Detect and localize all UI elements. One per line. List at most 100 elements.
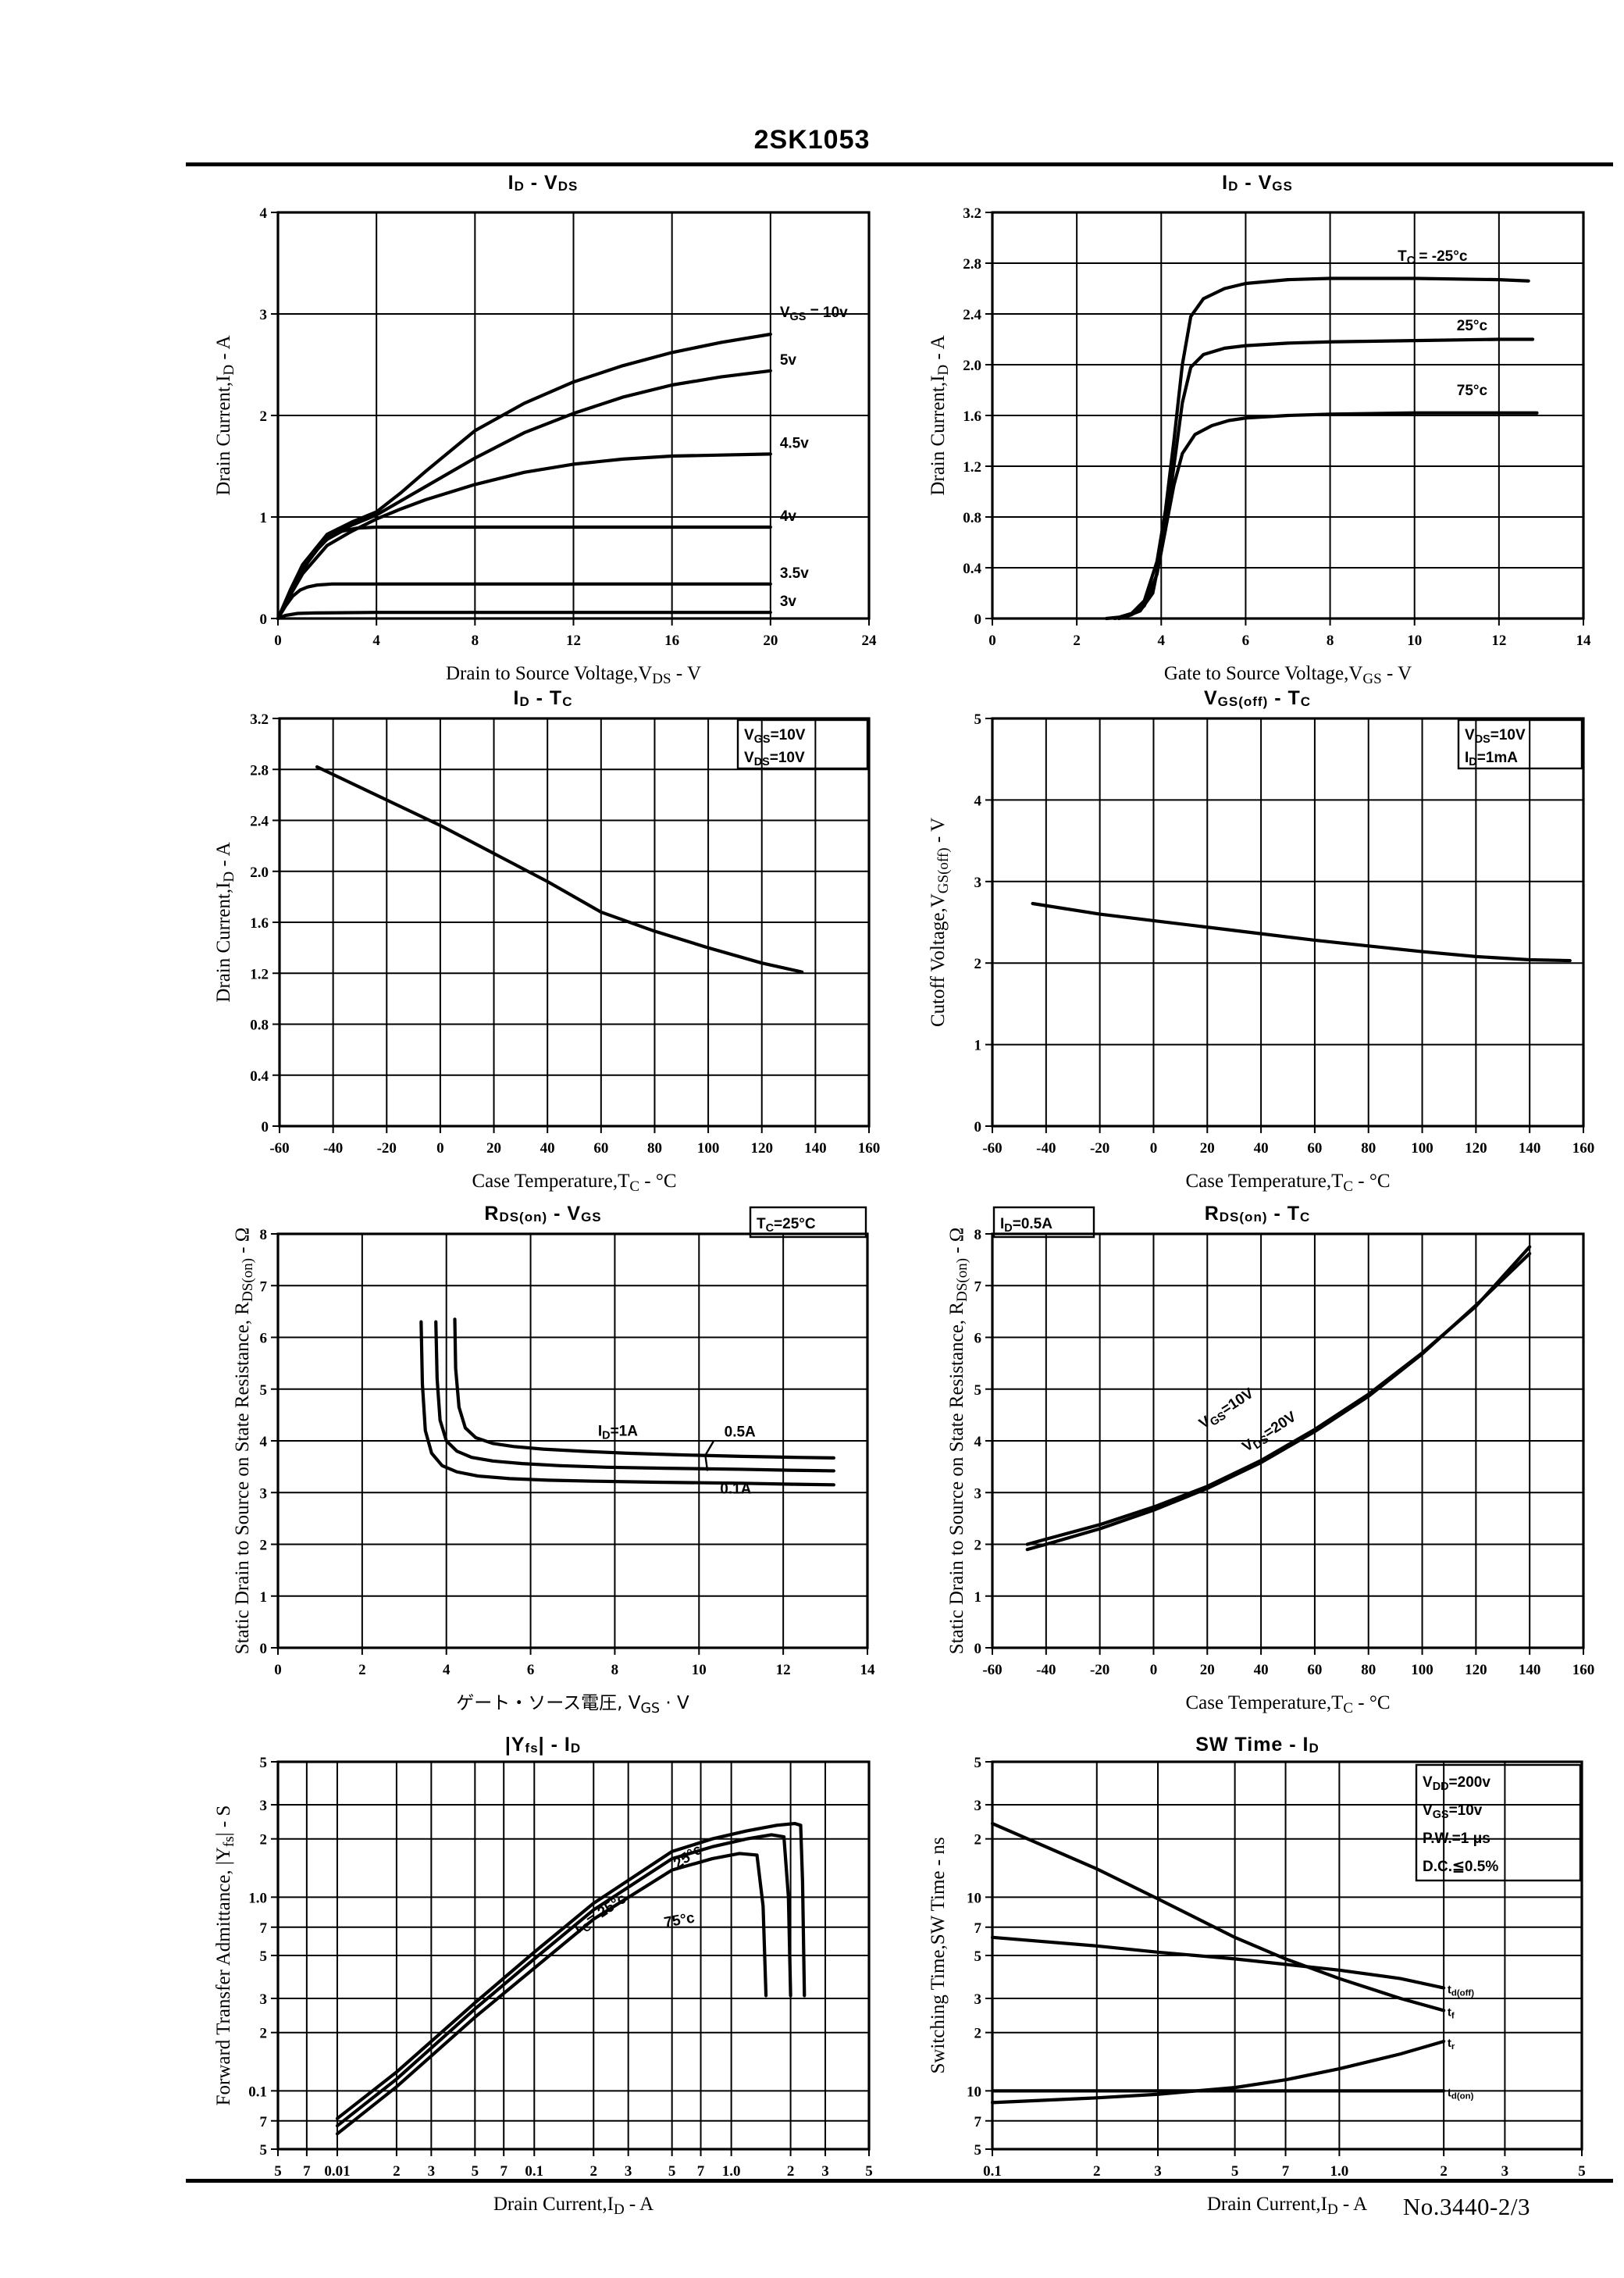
svg-text:25°c: 25°c xyxy=(1457,318,1488,334)
curve-id-vds-3-5v xyxy=(276,582,772,621)
svg-text:3: 3 xyxy=(974,1991,982,2008)
svg-text:40: 40 xyxy=(1254,1662,1269,1678)
svg-text:160: 160 xyxy=(1572,1662,1595,1678)
svg-text:140: 140 xyxy=(1519,1140,1541,1157)
chart-title-id-vgs: ID - VGS xyxy=(1222,172,1293,194)
chart-canvas-swtime-id: 0.1 2 3 5 7 1.0 2 3 5 5 7 10 2 3 5 7 10 2 3 5 Drain Current,… xyxy=(928,1755,1586,2218)
svg-text:3: 3 xyxy=(625,2163,632,2180)
svg-text:0: 0 xyxy=(974,1641,982,1657)
svg-text:1.6: 1.6 xyxy=(963,408,981,425)
chart-title-id-vds: ID - VDS xyxy=(508,172,579,194)
svg-text:Drain Current,ID - A: Drain Current,ID - A xyxy=(213,842,237,1002)
svg-text:40: 40 xyxy=(1254,1140,1269,1157)
svg-text:2.0: 2.0 xyxy=(963,358,981,374)
svg-text:TC=25°C: TC=25°C xyxy=(757,1216,816,1235)
svg-text:0.4: 0.4 xyxy=(250,1068,269,1085)
svg-text:7: 7 xyxy=(697,2163,705,2180)
svg-text:4: 4 xyxy=(260,1434,268,1450)
chart-title-rdson-tc: RDS(on) - TC xyxy=(1204,1203,1311,1225)
svg-text:14: 14 xyxy=(1576,633,1592,649)
svg-text:2: 2 xyxy=(1093,2163,1101,2180)
svg-text:Drain Current,ID - A: Drain Current,ID - A xyxy=(213,335,237,495)
svg-text:2: 2 xyxy=(358,1662,366,1678)
svg-text:2.8: 2.8 xyxy=(963,256,981,273)
svg-text:VGS = 10v: VGS = 10v xyxy=(780,305,848,323)
svg-text:40: 40 xyxy=(540,1140,555,1157)
svg-text:20: 20 xyxy=(763,633,778,649)
svg-text:1.0: 1.0 xyxy=(1330,2163,1349,2180)
curve-swtime-id-tf xyxy=(990,1821,1446,2012)
svg-text:0: 0 xyxy=(988,633,996,649)
svg-text:5: 5 xyxy=(865,2163,873,2180)
svg-text:12: 12 xyxy=(1491,633,1506,649)
svg-text:1: 1 xyxy=(260,510,268,526)
svg-text:0.8: 0.8 xyxy=(250,1018,269,1034)
svg-text:Switching Time,SW Time - ns: Switching Time,SW Time - ns xyxy=(928,1837,949,2073)
chart-title-rdson-vgs: RDS(on) - VGS xyxy=(484,1203,602,1225)
svg-text:10: 10 xyxy=(967,1890,981,1906)
svg-text:7: 7 xyxy=(974,1278,982,1295)
svg-text:6: 6 xyxy=(527,1662,535,1678)
svg-text:tf: tf xyxy=(1448,2005,1455,2020)
svg-text:160: 160 xyxy=(1572,1140,1595,1157)
svg-text:5: 5 xyxy=(260,1948,268,1965)
svg-text:5: 5 xyxy=(274,2163,282,2180)
svg-text:7: 7 xyxy=(974,2114,982,2130)
svg-text:8: 8 xyxy=(260,1227,268,1243)
curve-rdson-vgs-0-1a xyxy=(419,1320,835,1487)
svg-text:0.4: 0.4 xyxy=(963,561,981,577)
svg-text:0.8: 0.8 xyxy=(963,510,981,526)
svg-text:75°c: 75°c xyxy=(663,1909,696,1931)
svg-text:12: 12 xyxy=(776,1662,791,1678)
svg-text:0: 0 xyxy=(260,1641,268,1657)
curve-vgsoff-tc-vgs-off- xyxy=(1031,901,1572,963)
svg-text:5: 5 xyxy=(668,2163,676,2180)
svg-text:-40: -40 xyxy=(1036,1140,1056,1157)
svg-text:ID=1A: ID=1A xyxy=(598,1423,638,1442)
svg-text:6: 6 xyxy=(1242,633,1250,649)
svg-text:VDS=10V: VDS=10V xyxy=(1465,727,1526,746)
svg-text:-60: -60 xyxy=(269,1140,289,1157)
svg-text:3: 3 xyxy=(1154,2163,1162,2180)
svg-text:-40: -40 xyxy=(1036,1662,1056,1678)
svg-text:8: 8 xyxy=(611,1662,619,1678)
chart-id-tc: ID - TC -60 -40 -20 0 20 40 60 80 100 120 140 160 0 0.… xyxy=(186,687,900,1203)
svg-text:7: 7 xyxy=(303,2163,311,2180)
svg-text:Drain Current,ID - A: Drain Current,ID - A xyxy=(1207,2194,1367,2218)
chart-id-vds: ID - VDS 0 4 8 12 16 20 24 0 1 2 3 4 Drain to Source … xyxy=(186,172,900,687)
svg-text:2: 2 xyxy=(1440,2163,1448,2180)
svg-text:100: 100 xyxy=(1411,1140,1433,1157)
chart-title-vgsoff-tc: VGS(off) - TC xyxy=(1203,687,1312,709)
curve-yfs-id-75c xyxy=(335,1852,768,2136)
svg-text:Forward Transfer Admittance, |: Forward Transfer Admittance, |Yfs| - S xyxy=(213,1806,237,2106)
svg-text:160: 160 xyxy=(858,1140,881,1157)
header-rule xyxy=(186,162,1613,166)
svg-text:20: 20 xyxy=(1200,1662,1215,1678)
svg-text:60: 60 xyxy=(1307,1662,1322,1678)
svg-text:td(on): td(on) xyxy=(1448,2086,1474,2101)
svg-text:5: 5 xyxy=(974,1382,982,1399)
curve-id-vds-4v xyxy=(276,525,772,621)
svg-text:0: 0 xyxy=(274,1662,282,1678)
svg-text:5: 5 xyxy=(472,2163,479,2180)
svg-text:Static Drain to Source on Stat: Static Drain to Source on State Resistan… xyxy=(232,1228,256,1655)
svg-text:5: 5 xyxy=(974,1755,982,1771)
svg-text:3.5v: 3.5v xyxy=(780,565,809,582)
curve-id-vds-vgs-10v xyxy=(276,332,772,621)
svg-text:2.0: 2.0 xyxy=(250,864,269,881)
svg-text:5: 5 xyxy=(974,1948,982,1965)
svg-text:tr: tr xyxy=(1448,2037,1455,2052)
page-title: 2SK1053 xyxy=(753,125,871,155)
svg-text:8: 8 xyxy=(974,1227,982,1243)
svg-text:4v: 4v xyxy=(780,508,797,525)
doc-number: No.3440-2/3 xyxy=(1402,2193,1530,2220)
svg-text:D.C.≦0.5%: D.C.≦0.5% xyxy=(1423,1859,1498,1875)
svg-text:VDS=20V: VDS=20V xyxy=(1240,1409,1301,1458)
svg-text:75°c: 75°c xyxy=(1457,383,1488,399)
svg-text:4: 4 xyxy=(443,1662,451,1678)
svg-text:-40: -40 xyxy=(323,1140,343,1157)
svg-text:4: 4 xyxy=(372,633,380,649)
svg-text:Gate to Source Voltage,VGS - V: Gate to Source Voltage,VGS - V xyxy=(1164,663,1412,687)
